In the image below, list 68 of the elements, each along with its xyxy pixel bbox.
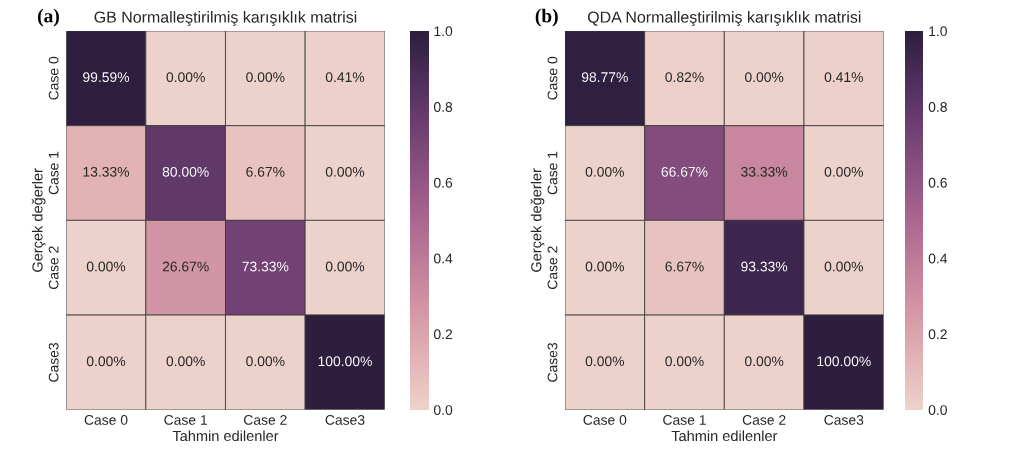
data-label: 0.00%	[665, 356, 704, 367]
data-label: 33.33%	[741, 166, 788, 177]
data-label: 0.00%	[166, 72, 205, 83]
color-bar-label: 0.8	[433, 102, 453, 112]
color-bar-label: 0.0	[928, 405, 947, 415]
chart-title: QDA Normalleştirilmiş karışıklık matrisi	[587, 11, 861, 26]
color-bar-label: 0.8	[928, 102, 947, 112]
data-label: 0.00%	[744, 356, 784, 367]
data-label: 0.41%	[325, 72, 365, 83]
data-label: 0.00%	[166, 356, 205, 367]
color-bar-label: 1.0	[434, 26, 453, 37]
data-label: 0.00%	[585, 356, 625, 367]
text: (a)	[37, 8, 59, 27]
x-tick-label: Case 2	[742, 415, 786, 425]
color-bar-label: 0.2	[433, 329, 453, 340]
x-tick-label: Case 0	[583, 415, 627, 425]
x-tick-label: Case3	[824, 415, 864, 425]
y-tick-label: Case 1	[48, 151, 59, 195]
y-tick-label: Case3	[48, 342, 59, 382]
data-label: 0.00%	[246, 72, 285, 83]
color-bar-label: 0.2	[928, 329, 947, 340]
y-tick-label: Case 0	[48, 56, 59, 100]
x-tick-label: Case 1	[663, 415, 706, 425]
data-label: 93.33%	[741, 261, 788, 272]
y-tick-label: Case3	[547, 342, 558, 382]
color-bar-label: 1.0	[929, 26, 947, 37]
data-label: 0.00%	[86, 356, 126, 367]
y-tick-label: Case 2	[48, 246, 59, 290]
x-tick-label: Case 0	[84, 415, 128, 425]
y-axis-title: Gerçek değerler	[530, 168, 545, 272]
data-label: 13.33%	[83, 166, 130, 177]
color-bar-label: 0.4	[928, 253, 948, 264]
data-label: 98.77%	[581, 72, 628, 83]
color-bar-label: 0.6	[433, 177, 453, 188]
data-label: 0.00%	[246, 356, 285, 367]
data-label: 100.00%	[817, 356, 871, 367]
data-label: 0.00%	[325, 166, 365, 177]
data-label: 0.41%	[824, 72, 863, 83]
data-label: 0.00%	[86, 261, 126, 272]
data-label: 0.82%	[665, 72, 704, 83]
data-label: 0.00%	[325, 261, 365, 272]
data-label: 0.00%	[585, 261, 625, 272]
chart-title: GB Normalleştirilmiş karışıklık matrisi	[94, 11, 357, 26]
y-axis-title: Gerçek değerler	[31, 168, 46, 272]
y-tick-label: Case 2	[547, 246, 558, 290]
data-label: 99.59%	[83, 72, 130, 83]
data-label: 26.67%	[162, 261, 209, 272]
x-axis-title: Tahmin edilenler	[671, 430, 778, 442]
x-tick-label: Case 2	[244, 415, 287, 425]
data-label: 0.00%	[824, 166, 863, 177]
data-label: 66.67%	[661, 166, 708, 177]
color-bar-label: 0.6	[928, 177, 947, 188]
text: (b)	[535, 8, 558, 27]
x-axis-title: Tahmin edilenler	[172, 430, 279, 442]
data-label: 73.33%	[242, 261, 289, 272]
color-bar-label: 0.0	[433, 405, 453, 415]
data-label: 6.67%	[665, 261, 704, 272]
color-bar-label: 0.4	[433, 253, 453, 264]
data-label: 6.67%	[246, 166, 285, 177]
data-label: 0.00%	[824, 261, 863, 272]
x-tick-label: Case3	[325, 415, 365, 425]
x-tick-label: Case 1	[164, 415, 207, 425]
data-label: 80.00%	[162, 166, 209, 177]
y-tick-label: Case 1	[547, 151, 558, 195]
data-label: 0.00%	[585, 166, 625, 177]
data-label: 100.00%	[318, 356, 372, 367]
y-tick-label: Case 0	[547, 56, 558, 100]
data-label: 0.00%	[744, 72, 784, 83]
